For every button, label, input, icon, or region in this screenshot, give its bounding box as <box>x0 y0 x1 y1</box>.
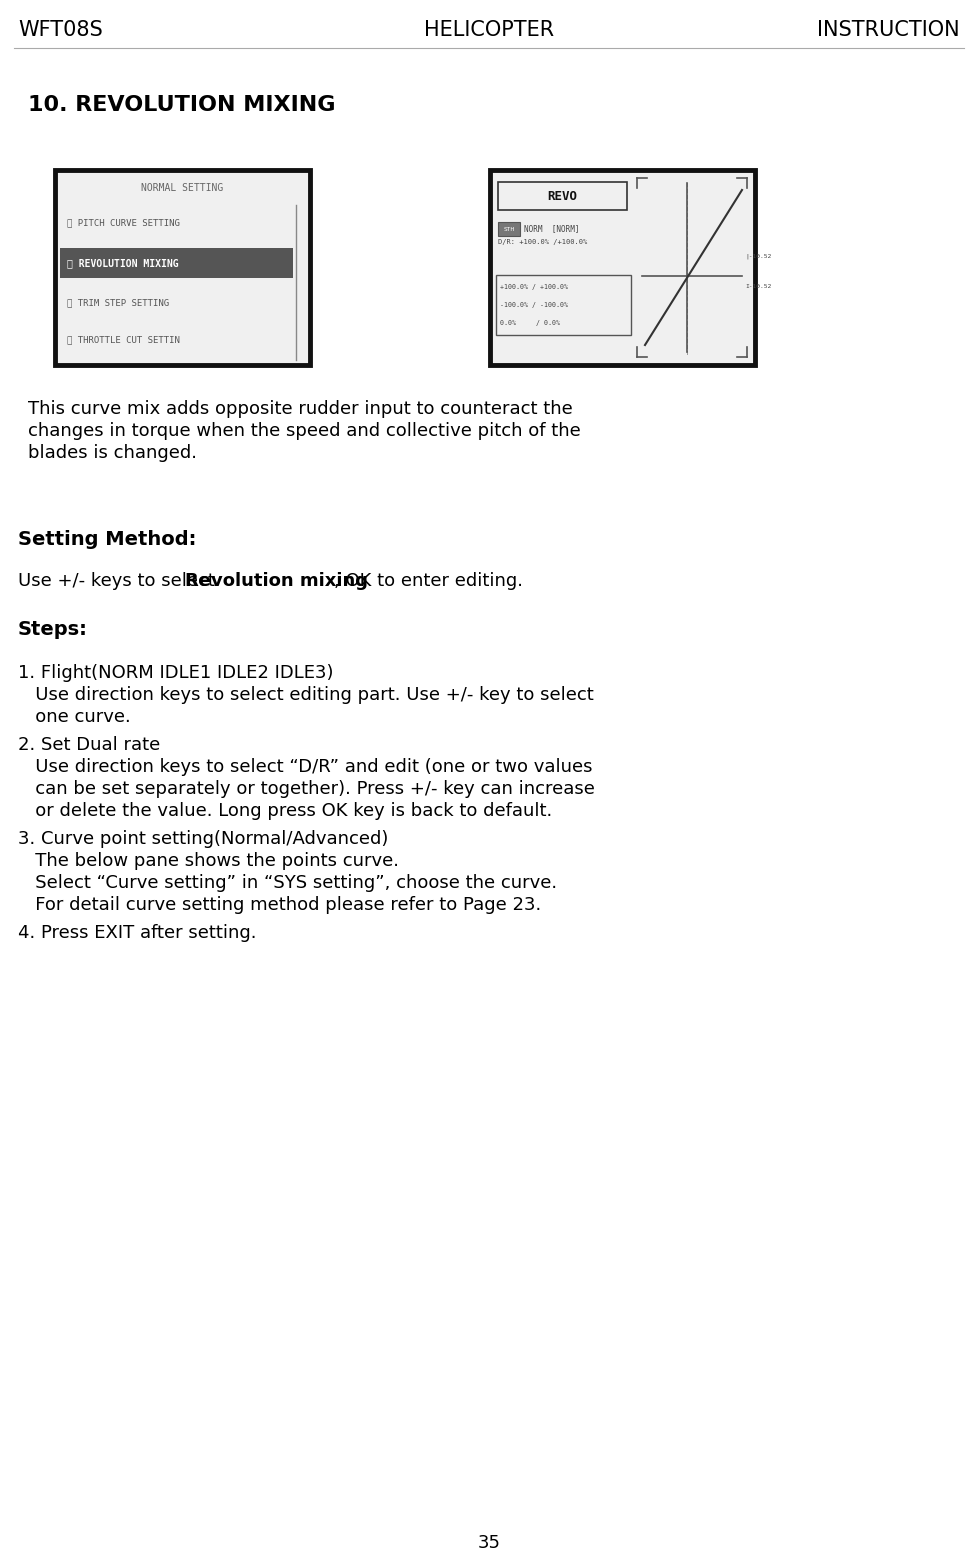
Text: 3. Curve point setting(Normal/Advanced): 3. Curve point setting(Normal/Advanced) <box>18 829 388 848</box>
Text: Use +/- keys to select: Use +/- keys to select <box>18 572 221 590</box>
Text: NORM  [NORM]: NORM [NORM] <box>524 224 579 234</box>
Text: ⒬ TRIM STEP SETTING: ⒬ TRIM STEP SETTING <box>67 298 169 307</box>
Bar <box>489 169 754 365</box>
Text: +100.0% / +100.0%: +100.0% / +100.0% <box>499 284 568 290</box>
Text: Steps:: Steps: <box>18 619 88 640</box>
Text: one curve.: one curve. <box>18 709 131 726</box>
Text: or delete the value. Long press OK key is back to default.: or delete the value. Long press OK key i… <box>18 801 552 820</box>
Text: I-10.52: I-10.52 <box>744 284 771 289</box>
Text: D/R: +100.0% /+100.0%: D/R: +100.0% /+100.0% <box>497 238 586 245</box>
Text: NORMAL SETTING: NORMAL SETTING <box>142 183 224 193</box>
Text: -100.0% / -100.0%: -100.0% / -100.0% <box>499 303 568 307</box>
Text: blades is changed.: blades is changed. <box>28 444 196 463</box>
Text: ⒫ REVOLUTION MIXING: ⒫ REVOLUTION MIXING <box>67 259 179 268</box>
Text: 35: 35 <box>477 1534 500 1552</box>
Text: 4. Press EXIT after setting.: 4. Press EXIT after setting. <box>18 924 256 942</box>
Text: |-10.52: |-10.52 <box>744 254 771 259</box>
Bar <box>60 248 293 278</box>
Text: This curve mix adds opposite rudder input to counteract the: This curve mix adds opposite rudder inpu… <box>28 400 573 419</box>
Text: 1. Flight(NORM IDLE1 IDLE2 IDLE3): 1. Flight(NORM IDLE1 IDLE2 IDLE3) <box>18 663 333 682</box>
Text: 2. Set Dual rate: 2. Set Dual rate <box>18 735 160 754</box>
Text: INSTRUCTION: INSTRUCTION <box>817 20 959 41</box>
Text: changes in torque when the speed and collective pitch of the: changes in torque when the speed and col… <box>28 422 580 441</box>
Text: HELICOPTER: HELICOPTER <box>423 20 554 41</box>
Text: Revolution mixing: Revolution mixing <box>186 572 368 590</box>
Bar <box>55 169 310 365</box>
Text: 0.0%     / 0.0%: 0.0% / 0.0% <box>499 320 560 326</box>
Text: REVO: REVO <box>547 190 576 202</box>
Text: Select “Curve setting” in “SYS setting”, choose the curve.: Select “Curve setting” in “SYS setting”,… <box>18 873 557 892</box>
Bar <box>497 182 626 210</box>
Text: 10. REVOLUTION MIXING: 10. REVOLUTION MIXING <box>28 96 335 114</box>
Text: Use direction keys to select editing part. Use +/- key to select: Use direction keys to select editing par… <box>18 687 593 704</box>
Text: The below pane shows the points curve.: The below pane shows the points curve. <box>18 851 399 870</box>
Text: ⒭ THROTTLE CUT SETTIN: ⒭ THROTTLE CUT SETTIN <box>67 336 180 345</box>
Text: , OK to enter editing.: , OK to enter editing. <box>333 572 522 590</box>
Text: WFT08S: WFT08S <box>18 20 103 41</box>
Text: ⒢ PITCH CURVE SETTING: ⒢ PITCH CURVE SETTING <box>67 218 180 227</box>
Bar <box>497 223 520 237</box>
Text: STH: STH <box>503 226 514 232</box>
Text: Setting Method:: Setting Method: <box>18 530 196 549</box>
Text: can be set separately or together). Press +/- key can increase: can be set separately or together). Pres… <box>18 779 594 798</box>
Text: For detail curve setting method please refer to Page 23.: For detail curve setting method please r… <box>18 895 540 914</box>
Bar <box>495 274 630 336</box>
Text: Use direction keys to select “D/R” and edit (one or two values: Use direction keys to select “D/R” and e… <box>18 757 592 776</box>
